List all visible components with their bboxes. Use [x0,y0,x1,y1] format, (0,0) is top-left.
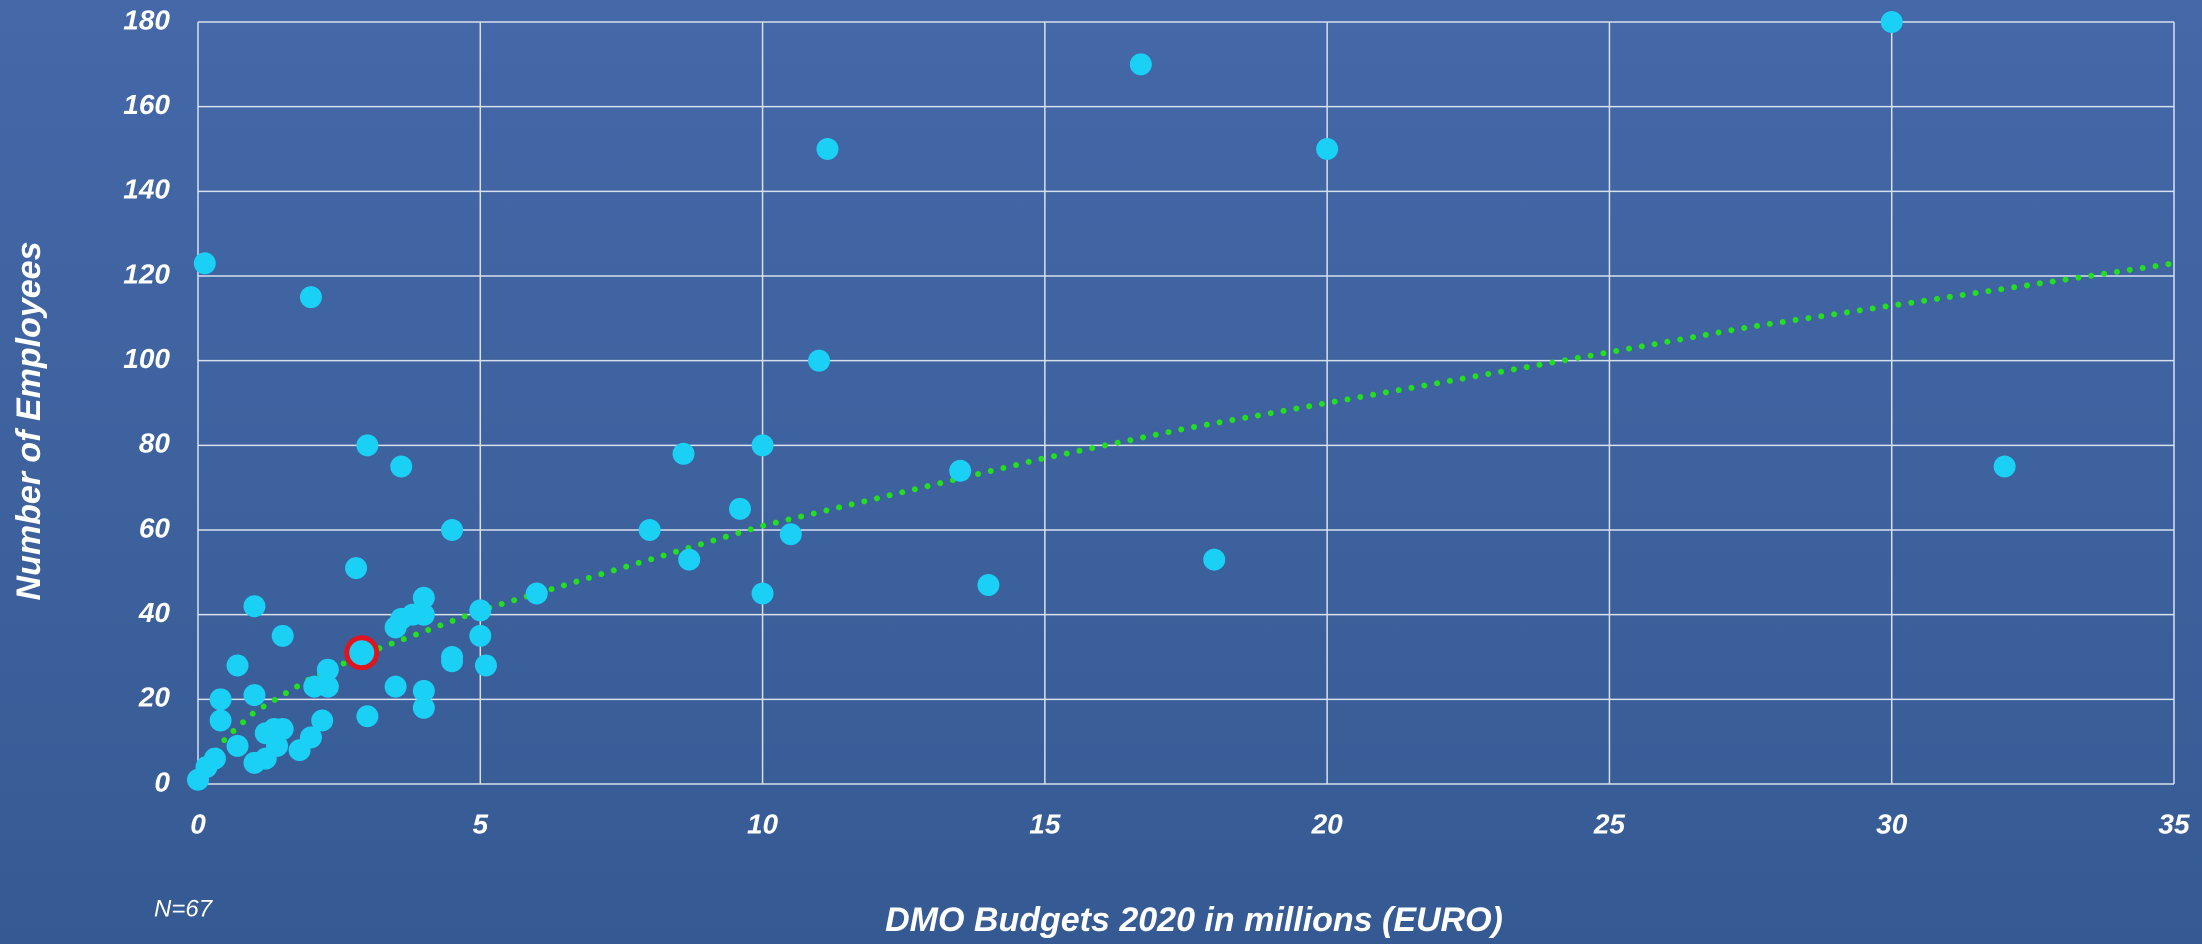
point [243,684,266,707]
x-tick-label: 5 [472,808,488,839]
point [390,455,413,478]
y-tick-label: 140 [123,174,170,205]
point [672,442,695,465]
point [193,252,216,275]
x-tick-label: 0 [190,808,206,839]
point [311,709,334,732]
point [816,138,839,160]
point [412,696,435,719]
point [266,734,289,757]
y-tick-label: 120 [123,258,170,289]
trendline [197,260,2177,775]
point [779,523,802,546]
y-tick-label: 60 [139,512,171,543]
point [316,658,339,681]
point [271,717,294,740]
point [412,586,435,609]
point [1129,53,1152,76]
x-axis-title: DMO Budgets 2020 in millions (EURO) [885,901,1503,939]
point [751,434,774,457]
y-tick-label: 100 [123,343,170,374]
y-tick-label: 160 [123,89,170,120]
x-tick-label: 20 [1311,808,1344,839]
point [356,705,379,728]
point [977,574,1000,597]
point [638,519,661,541]
x-tick-label: 30 [1876,808,1908,839]
point [441,519,464,541]
point [1316,138,1339,160]
point [345,557,368,580]
x-tick-label: 10 [747,808,779,839]
point [412,603,435,626]
point [469,624,492,647]
x-tick-label: 15 [1029,808,1061,839]
y-tick-label: 180 [123,4,170,35]
point [1880,11,1903,33]
point [949,459,972,482]
point [441,650,464,673]
y-tick-label: 0 [154,766,170,797]
point [678,548,701,571]
point [469,599,492,622]
point [299,726,322,749]
point [412,679,435,702]
y-tick-label: 80 [139,428,171,459]
point [808,349,831,372]
point [384,675,407,698]
point [209,709,232,732]
point [243,595,266,618]
point [751,582,774,605]
highlight-point [344,635,380,671]
point [226,654,249,677]
x-tick-label: 25 [1593,808,1626,839]
point [209,688,232,711]
point [299,286,322,309]
point [203,747,226,770]
y-tick-label: 20 [138,682,171,713]
point [1203,548,1226,571]
x-tick-label: 35 [2158,808,2190,839]
point [271,624,294,647]
point [226,734,249,757]
point [356,434,379,457]
point [525,582,548,605]
point [474,654,497,677]
y-axis-title: Number of Employees [10,242,48,601]
point [728,497,751,520]
point [1993,455,2016,478]
point [316,675,339,698]
annotation: N=67 [154,895,214,922]
y-tick-label: 40 [138,597,171,628]
